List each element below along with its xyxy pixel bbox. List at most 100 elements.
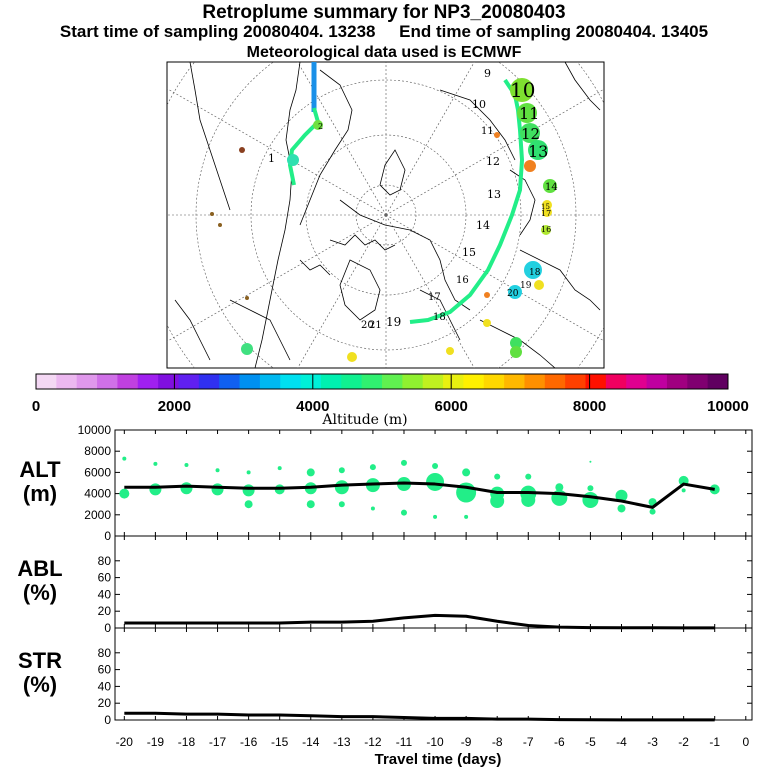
colorbar-swatch (341, 374, 363, 389)
colorbar-axis-label: Altitude (m) (321, 412, 407, 428)
altitude-point (119, 488, 130, 499)
colorbar-swatch (219, 374, 241, 389)
plume-position-marker (524, 160, 536, 172)
plume-position-marker (524, 261, 542, 279)
plume-position-marker (508, 285, 522, 299)
map-day-marker: 15 (541, 203, 550, 211)
map-day-marker: 19 (520, 281, 532, 291)
plume-position-marker (210, 212, 214, 216)
meridian-line (297, 62, 387, 216)
time-series-panels: ALT(m)0200040006000800010000ABL(%)020406… (17, 423, 753, 768)
colorbar-swatch (666, 374, 688, 389)
y-tick-label: 20 (98, 696, 112, 710)
colorbar-tick-label: 0 (32, 398, 40, 415)
x-tick-label: -17 (209, 735, 227, 749)
x-tick-label: -18 (178, 735, 196, 749)
altitude-point (433, 514, 438, 519)
colorbar-swatch (626, 374, 648, 389)
colorbar-swatch (585, 374, 607, 389)
x-tick-label: -16 (240, 735, 258, 749)
x-tick-label: -1 (709, 735, 720, 749)
series-line-str (124, 711, 715, 722)
plume-position-marker (241, 343, 253, 355)
altitude-point (462, 468, 471, 477)
altitude-point (400, 509, 407, 516)
altitude-point (681, 488, 686, 493)
colorbar-swatch (504, 374, 525, 389)
x-tick-label: -5 (585, 735, 596, 749)
altitude-point (215, 468, 220, 473)
map-day-label: 14 (476, 219, 490, 232)
altitude-point (589, 460, 592, 463)
series-line-abl (124, 613, 715, 630)
coastline (229, 299, 291, 361)
map-day-label: 16 (456, 275, 469, 286)
meridian-line (167, 88, 387, 216)
colorbar-swatch (422, 374, 444, 389)
map-day-marker: 12 (521, 125, 540, 143)
coastline (189, 62, 231, 211)
plume-position-marker (347, 352, 357, 362)
x-tick-label: -10 (426, 735, 444, 749)
plume-position-marker (483, 319, 491, 327)
altitude-point (521, 492, 536, 507)
altitude-point (494, 473, 501, 480)
colorbar-swatch (524, 374, 546, 389)
y-tick-label: 8000 (84, 444, 111, 458)
altitude-point (277, 466, 282, 471)
plume-position-marker (287, 154, 299, 166)
altitude-point (246, 470, 251, 475)
colorbar-swatch (239, 374, 261, 389)
plume-position-marker (542, 200, 552, 210)
altitude-point (149, 483, 162, 496)
plume-position-marker (218, 223, 222, 227)
map-day-label: 12 (486, 155, 500, 168)
colorbar-tick-label: 6000 (435, 398, 468, 415)
y-tick-label: 0 (104, 529, 111, 543)
coastline (564, 62, 601, 111)
panel-ylabel: (m) (23, 481, 57, 506)
meridian-line (385, 214, 475, 368)
x-tick-label: -19 (147, 735, 165, 749)
y-tick-label: 4000 (84, 487, 111, 501)
colorbar-swatch (56, 374, 78, 389)
altitude-point (525, 473, 532, 480)
series-line-alt (124, 481, 715, 509)
colorbar-swatch (565, 374, 587, 389)
map-coastlines (174, 62, 601, 368)
plume-position-marker (494, 132, 500, 138)
plume-position-marker (510, 346, 522, 358)
plume-position-marker (510, 78, 534, 102)
altitude-point (306, 468, 315, 477)
x-tick-label: -3 (647, 735, 658, 749)
plume-position-marker (542, 207, 552, 217)
y-tick-label: 0 (104, 621, 111, 635)
colorbar-swatch (97, 374, 118, 389)
map-day-label: 9 (484, 67, 491, 80)
y-tick-label: 40 (98, 587, 112, 601)
panel-ylabel: STR (18, 648, 62, 673)
map-day-label: 2 (318, 122, 323, 131)
panel-alt: ALT(m) 0 2000 4000 6000 8000 10000 (19, 423, 753, 543)
colorbar-swatch (300, 374, 322, 389)
altitude-point (242, 484, 255, 497)
altitude-point (555, 483, 564, 492)
plume-position-marker (534, 280, 544, 290)
altitude-point (180, 482, 193, 495)
meridian-line (297, 214, 387, 368)
altitude-point (370, 506, 375, 511)
map-day-label: 20 (361, 320, 374, 331)
coastline (379, 149, 406, 196)
map-day-marker: 17 (541, 209, 551, 218)
colorbar-swatch (483, 374, 505, 389)
colorbar-swatch (36, 374, 57, 389)
colorbar-swatch (198, 374, 220, 389)
colorbar-tick-label: 10000 (707, 398, 749, 415)
altitude-point (649, 508, 656, 515)
met-data-note: Meteorological data used is ECMWF (246, 44, 522, 61)
map-graticule (167, 62, 604, 368)
altitude-point (587, 485, 594, 492)
y-tick-label: 10000 (78, 423, 112, 437)
colorbar-tick-label: 8000 (573, 398, 606, 415)
map-day-label: 17 (428, 292, 441, 303)
